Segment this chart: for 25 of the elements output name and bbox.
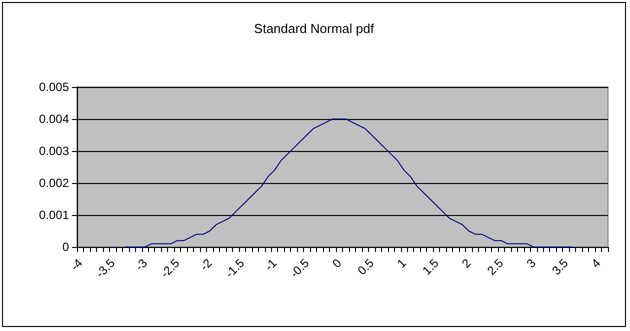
x-tick-label: 0 (330, 256, 344, 271)
x-tick-label: -3.5 (93, 256, 118, 281)
x-tick-label: -0.5 (287, 256, 312, 281)
x-tick-label: 1 (394, 256, 410, 271)
y-tick-label: 0.001 (38, 208, 70, 222)
x-tick-label: -2 (197, 256, 215, 274)
y-tick-label: 0.005 (38, 80, 70, 94)
y-tick-label: 0.004 (38, 112, 70, 126)
y-tick-label: 0.003 (38, 144, 70, 158)
x-tick-label: 1.5 (420, 256, 442, 278)
x-tick-label: 3.5 (549, 256, 572, 278)
y-tick-label: 0.002 (38, 176, 70, 190)
x-tick-label: -4 (68, 256, 86, 274)
x-tick-label: -3 (132, 256, 150, 274)
x-tick-label: -2.5 (158, 256, 183, 281)
x-tick-label: 4 (588, 256, 604, 271)
chart-title: Standard Normal pdf (254, 21, 374, 36)
line-series (125, 118, 573, 248)
x-tick-label: 3 (524, 256, 539, 271)
y-tick-label: 0 (62, 240, 70, 254)
x-tick-label: -1.5 (222, 256, 248, 281)
x-tick-label: 2.5 (484, 256, 506, 278)
x-tick-label: -1 (262, 256, 280, 274)
x-tick-label: 2 (459, 256, 474, 271)
x-tick-label: 0.5 (354, 256, 377, 278)
